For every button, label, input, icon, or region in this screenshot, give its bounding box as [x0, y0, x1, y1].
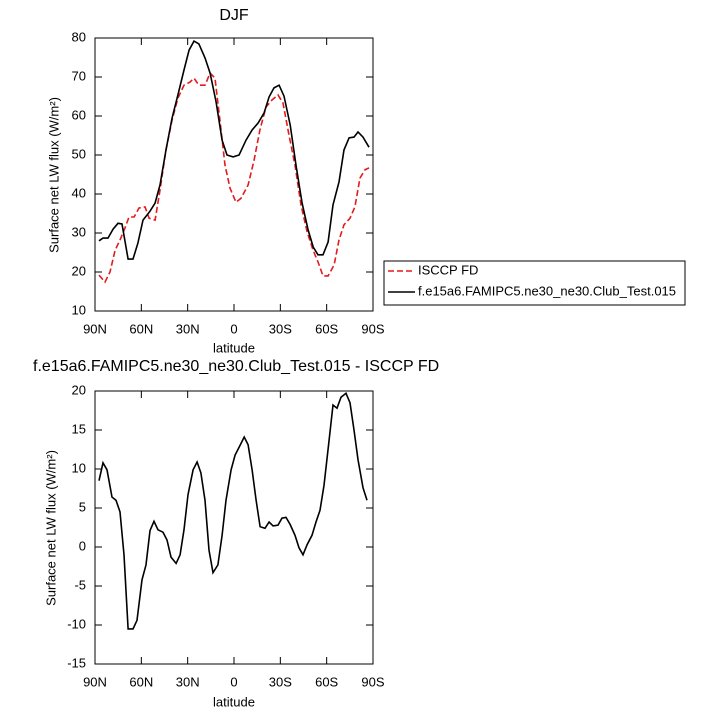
y-tick-label: 10 [72, 460, 86, 475]
x-tick-label: 90N [83, 674, 107, 689]
x-tick-label: 0 [230, 321, 237, 336]
x-tick-label: 90S [361, 321, 384, 336]
y-tick-label: 0 [79, 538, 86, 553]
legend-box [383, 260, 686, 306]
y-tick-label: 70 [72, 68, 86, 83]
y-axis-label: Surface net LW flux (W/m²) [46, 97, 61, 253]
x-tick-label: 0 [230, 674, 237, 689]
legend-label: f.e15a6.FAMIPC5.ne30_ne30.Club_Test.015 [418, 283, 676, 298]
y-tick-label: 40 [72, 185, 86, 200]
y-tick-label: 10 [72, 302, 86, 317]
x-tick-label: 90N [83, 321, 107, 336]
x-tick-label: 60S [315, 321, 338, 336]
y-tick-label: 60 [72, 107, 86, 122]
y-tick-label: 5 [79, 499, 86, 514]
y-tick-label: 15 [72, 421, 86, 436]
y-tick-label: -10 [67, 616, 86, 631]
data-line [98, 392, 368, 630]
x-axis-label: latitude [213, 340, 255, 355]
y-axis-label: Surface net LW flux (W/m²) [43, 450, 58, 606]
y-tick-label: 20 [72, 382, 86, 397]
y-tick-label: 20 [72, 263, 86, 278]
chart-title: f.e15a6.FAMIPC5.ne30_ne30.Club_Test.015 … [33, 358, 439, 375]
x-tick-label: 60S [315, 674, 338, 689]
x-tick-label: 30N [176, 321, 200, 336]
data-line [98, 71, 370, 284]
x-tick-label: 30N [176, 674, 200, 689]
y-tick-label: 50 [72, 146, 86, 161]
x-tick-label: 60N [129, 674, 153, 689]
y-tick-label: 80 [72, 29, 86, 44]
x-tick-label: 30S [269, 674, 292, 689]
y-tick-label: -15 [67, 655, 86, 670]
data-line [98, 40, 370, 260]
x-axis-label: latitude [213, 694, 255, 709]
plot-frame [94, 390, 374, 665]
chart-title: DJF [219, 7, 249, 24]
y-tick-label: -5 [74, 577, 86, 592]
x-tick-label: 90S [361, 674, 384, 689]
legend-label: ISCCP FD [418, 262, 478, 277]
x-tick-label: 60N [129, 321, 153, 336]
x-tick-label: 30S [269, 321, 292, 336]
y-tick-label: 30 [72, 224, 86, 239]
